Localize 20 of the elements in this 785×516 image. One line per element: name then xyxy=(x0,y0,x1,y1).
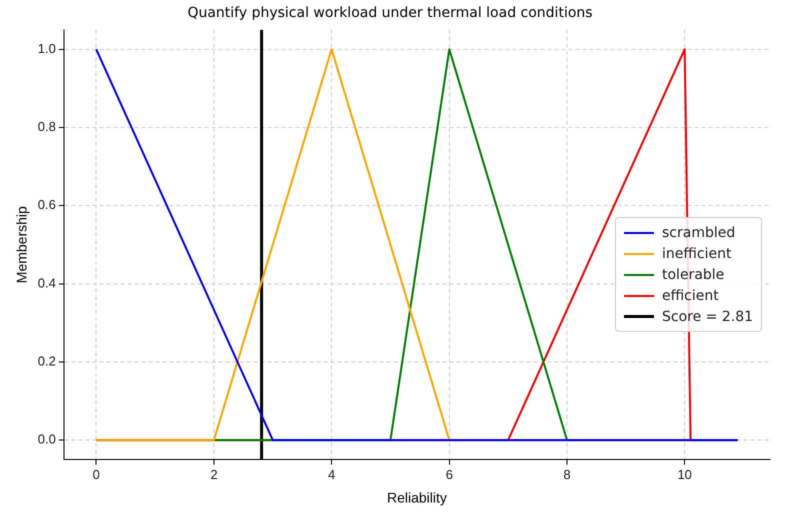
legend-label: efficient xyxy=(662,288,719,304)
y-tick-label: 1.0 xyxy=(38,40,56,56)
x-tick-label: 8 xyxy=(563,466,571,482)
x-axis-title: Reliability xyxy=(386,489,447,506)
legend-label: scrambled xyxy=(662,224,736,241)
y-axis-title: Membership xyxy=(13,206,30,284)
y-tick-label: 0.4 xyxy=(38,275,56,290)
chart-title: Quantify physical workload under thermal load conditions xyxy=(187,5,593,22)
legend-label: inefficient xyxy=(662,246,732,262)
x-tick-label: 0 xyxy=(92,466,100,482)
y-tick-label: 0.2 xyxy=(38,353,56,368)
x-tick-label: 10 xyxy=(677,466,692,482)
legend-label: tolerable xyxy=(662,266,724,283)
y-tick-label: 0.0 xyxy=(38,432,56,447)
x-tick-label: 4 xyxy=(328,466,336,482)
y-tick-label: 0.6 xyxy=(38,197,56,212)
x-tick-label: 2 xyxy=(210,466,218,482)
y-tick-label: 0.8 xyxy=(38,119,56,134)
legend-label: Score = 2.81 xyxy=(662,308,754,325)
x-tick-label: 6 xyxy=(446,466,453,482)
